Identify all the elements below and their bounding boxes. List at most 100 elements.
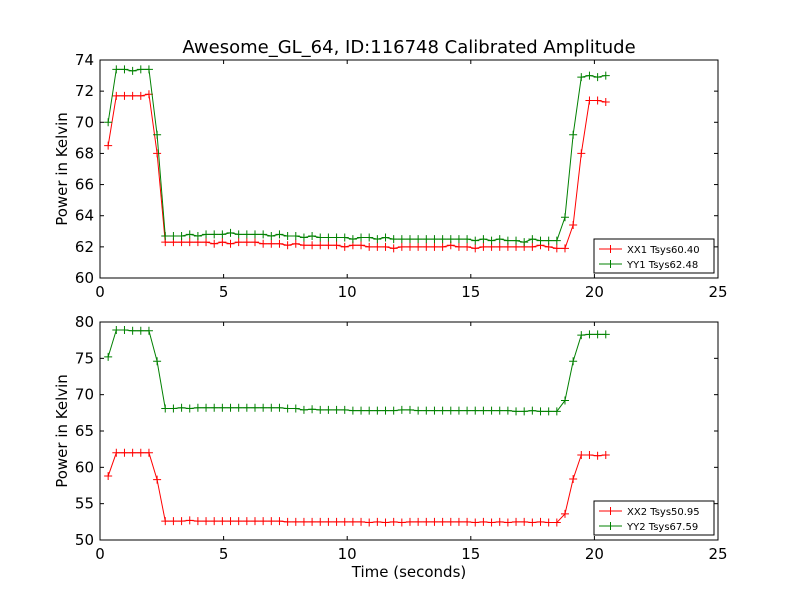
data-point (601, 330, 610, 339)
data-point (536, 407, 545, 416)
data-point (397, 405, 406, 414)
chart-panel-2: 0 5 10 15 20 25 50 55 60 65 70 75 80 Power in Kelvin T… (53, 313, 728, 581)
y-tick-label: 60 (75, 269, 94, 287)
data-point (520, 517, 529, 526)
data-point (242, 238, 251, 247)
data-point (153, 475, 162, 484)
data-point (422, 517, 431, 526)
data-point (226, 403, 235, 412)
data-point (520, 238, 529, 247)
data-point (569, 130, 578, 139)
data-point (512, 236, 521, 245)
x-tick-label: 25 (708, 545, 727, 563)
data-point (308, 231, 317, 240)
data-point (104, 118, 113, 127)
data-point (136, 65, 145, 74)
data-point (577, 331, 586, 340)
data-point (373, 406, 382, 415)
data-point (365, 242, 374, 251)
data-point (275, 239, 284, 248)
legend-box (593, 500, 715, 536)
data-point (438, 517, 447, 526)
x-tick-label: 15 (461, 283, 480, 301)
data-point (479, 406, 488, 415)
data-point (601, 450, 610, 459)
x-tick-label: 20 (585, 545, 604, 563)
data-point (438, 406, 447, 415)
data-point (397, 518, 406, 527)
data-point (438, 235, 447, 244)
data-point (161, 404, 170, 413)
data-point (577, 149, 586, 158)
data-point (487, 406, 496, 415)
data-point (389, 517, 398, 526)
data-point (495, 242, 504, 251)
data-point (267, 239, 276, 248)
data-point (144, 448, 153, 457)
x-tick-label: 10 (338, 283, 357, 301)
data-point (601, 71, 610, 80)
data-point (202, 517, 211, 526)
data-point (316, 233, 325, 242)
x-axis-label: Time (seconds) (351, 563, 467, 581)
data-point (177, 517, 186, 526)
data-point (503, 518, 512, 527)
data-point (593, 451, 602, 460)
data-point (267, 231, 276, 240)
data-point (275, 403, 284, 412)
data-point (463, 242, 472, 251)
data-point (389, 406, 398, 415)
data-point (120, 65, 129, 74)
data-point (283, 231, 292, 240)
data-point (381, 233, 390, 242)
data-point (144, 326, 153, 335)
data-point (218, 403, 227, 412)
data-point (242, 230, 251, 239)
data-point (544, 518, 553, 527)
data-point (577, 450, 586, 459)
data-point (291, 517, 300, 526)
data-point (397, 242, 406, 251)
data-point (308, 517, 317, 526)
data-point (250, 238, 259, 247)
data-point (454, 235, 463, 244)
data-point (299, 241, 308, 250)
data-point (226, 517, 235, 526)
data-point (389, 244, 398, 253)
data-point (308, 405, 317, 414)
y-tick-label: 72 (75, 82, 94, 100)
data-point (585, 450, 594, 459)
data-point (414, 406, 423, 415)
chart-legend: XX1 Tsys60.40 YY1 Tsys62.48 (593, 238, 715, 274)
legend-label: YY1 Tsys62.48 (626, 260, 698, 271)
data-point (471, 406, 480, 415)
data-point (422, 235, 431, 244)
data-point (414, 235, 423, 244)
y-tick-label: 75 (75, 349, 94, 367)
data-point (120, 448, 129, 457)
data-point (324, 241, 333, 250)
legend-label: YY2 Tsys67.59 (626, 522, 698, 533)
data-point (226, 239, 235, 248)
data-point (153, 130, 162, 139)
data-point (560, 244, 569, 253)
data-point (234, 238, 243, 247)
data-point (185, 238, 194, 247)
data-point (112, 91, 121, 100)
data-point (291, 404, 300, 413)
data-point (202, 230, 211, 239)
data-point (348, 406, 357, 415)
data-point (405, 405, 414, 414)
plot-frame (99, 59, 719, 279)
data-point (267, 517, 276, 526)
data-point (324, 405, 333, 414)
data-point (193, 231, 202, 240)
data-point (430, 406, 439, 415)
data-point (560, 396, 569, 405)
y-tick-label: 74 (75, 51, 94, 69)
data-point (332, 405, 341, 414)
data-point (226, 228, 235, 237)
data-point (593, 73, 602, 82)
data-point (560, 213, 569, 222)
